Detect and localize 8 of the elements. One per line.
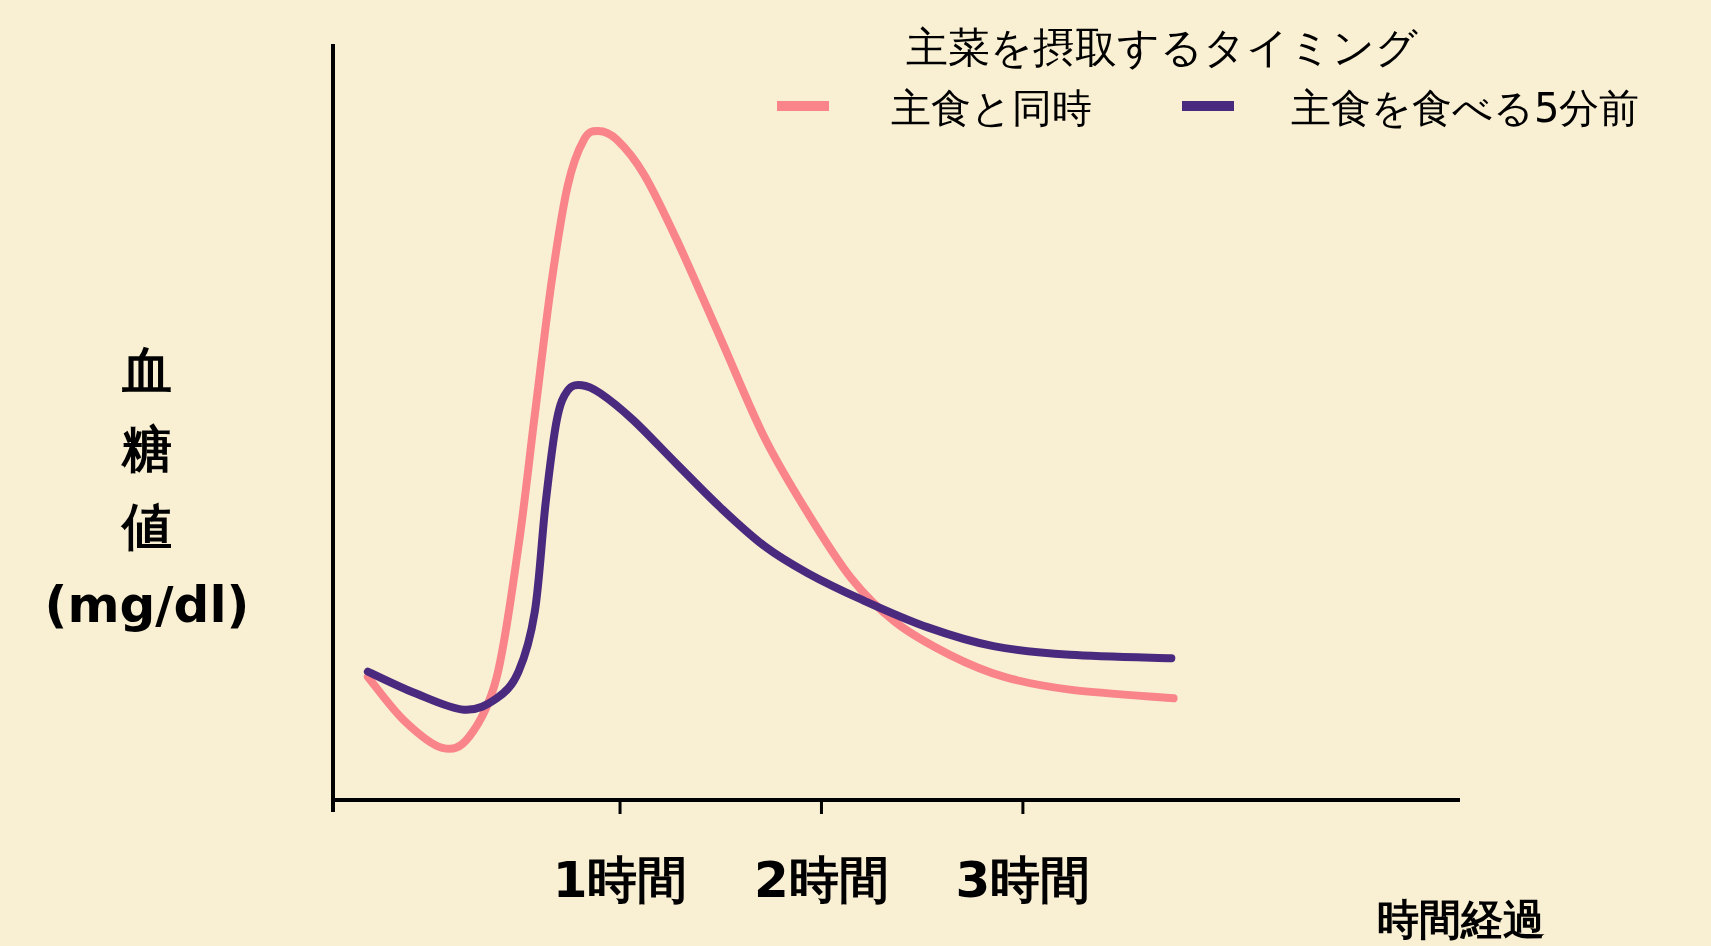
y-axis-title: 血糖値(mg/dl) [44, 342, 250, 634]
x-tick-label: 3時間 [955, 851, 1091, 909]
x-tick-label: 1時間 [552, 851, 688, 909]
legend-label: 主食と同時 [891, 85, 1092, 131]
x-tick-label: 2時間 [754, 851, 889, 909]
x-axis-title: 時間経過 [1377, 895, 1545, 944]
legend-title: 主菜を摂取するタイミング [906, 23, 1418, 72]
legend-label: 主食を食べる5分前 [1291, 85, 1640, 131]
